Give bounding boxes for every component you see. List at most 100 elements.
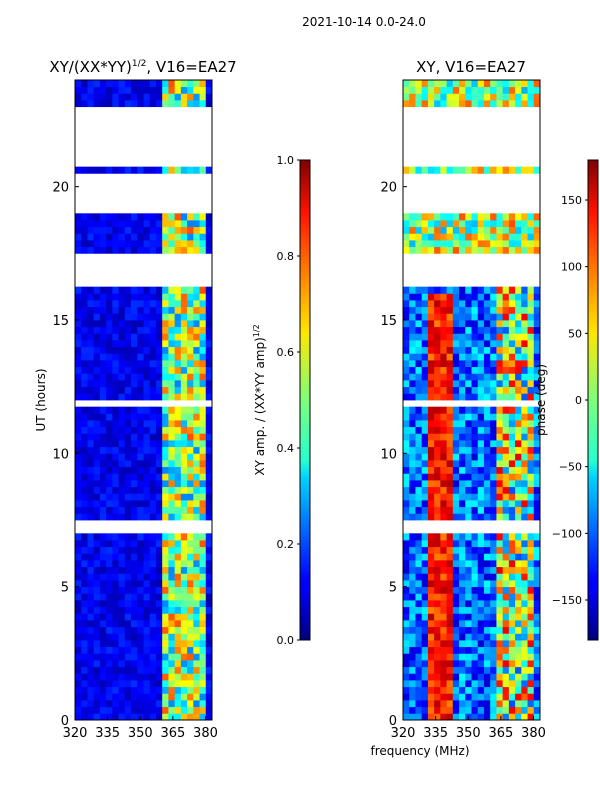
heatmap-cell xyxy=(421,326,429,334)
heatmap-cell xyxy=(187,420,194,428)
heatmap-cell xyxy=(187,100,194,108)
heatmap-cell xyxy=(521,226,528,234)
heatmap-cell xyxy=(502,326,510,334)
heatmap-cell xyxy=(137,246,144,254)
heatmap-cell xyxy=(446,593,454,601)
heatmap-cell xyxy=(149,320,157,328)
heatmap-cell xyxy=(477,586,485,594)
heatmap-cell xyxy=(427,660,435,668)
heatmap-cell xyxy=(415,653,423,661)
heatmap-cell xyxy=(205,320,213,328)
heatmap-cell xyxy=(434,300,441,308)
heatmap-cell xyxy=(440,553,447,561)
heatmap-cell xyxy=(205,500,213,508)
heatmap-cell xyxy=(508,493,516,501)
heatmap-cell xyxy=(149,326,157,334)
heatmap-cell xyxy=(187,500,194,508)
heatmap-cell xyxy=(483,626,491,634)
heatmap-cell xyxy=(477,560,485,568)
heatmap-cell xyxy=(180,680,188,688)
heatmap-cell xyxy=(427,513,435,521)
heatmap-cell xyxy=(483,533,491,541)
heatmap-cell xyxy=(471,366,479,374)
heatmap-cell xyxy=(75,366,82,374)
heatmap-cell xyxy=(403,700,410,708)
heatmap-cell xyxy=(427,380,435,388)
heatmap-cell xyxy=(471,340,479,348)
heatmap-cell xyxy=(434,686,441,694)
heatmap-cell xyxy=(415,460,423,468)
heatmap-cell xyxy=(124,326,132,334)
heatmap-cell xyxy=(143,580,151,588)
heatmap-cell xyxy=(427,420,435,428)
heatmap-cell xyxy=(87,446,95,454)
heatmap-cell xyxy=(527,533,535,541)
heatmap-cell xyxy=(434,100,441,108)
heatmap-cell xyxy=(143,233,151,241)
heatmap-cell xyxy=(483,573,491,581)
heatmap-cell xyxy=(434,293,441,301)
heatmap-cell xyxy=(415,406,423,414)
heatmap-cell xyxy=(527,440,535,448)
heatmap-cell xyxy=(403,560,410,568)
heatmap-cell xyxy=(527,713,535,721)
heatmap-cell xyxy=(112,646,119,654)
heatmap-cell xyxy=(502,693,510,701)
heatmap-cell xyxy=(471,700,479,708)
heatmap-cell xyxy=(446,666,454,674)
heatmap-cell xyxy=(496,373,504,381)
heatmap-cell xyxy=(143,693,151,701)
heatmap-cell xyxy=(508,240,516,248)
heatmap-cell xyxy=(496,500,504,508)
heatmap-cell xyxy=(180,540,188,548)
heatmap-cell xyxy=(527,580,535,588)
heatmap-cell xyxy=(137,313,144,321)
heatmap-cell xyxy=(143,560,151,568)
heatmap-cell xyxy=(527,420,535,428)
heatmap-cell xyxy=(149,653,157,661)
heatmap-cell xyxy=(459,553,466,561)
heatmap-cell xyxy=(180,493,188,501)
heatmap-cell xyxy=(199,493,207,501)
heatmap-cell xyxy=(180,326,188,334)
heatmap-cell xyxy=(527,100,535,108)
heatmap-cell xyxy=(205,240,213,248)
heatmap-cell xyxy=(180,340,188,348)
heatmap-cell xyxy=(174,666,182,674)
heatmap-cell xyxy=(131,446,138,454)
heatmap-cell xyxy=(483,326,491,334)
heatmap-cell xyxy=(162,326,169,334)
heatmap-cell xyxy=(155,560,163,568)
heatmap-cell xyxy=(465,666,472,674)
heatmap-cell xyxy=(180,353,188,361)
heatmap-cell xyxy=(533,80,541,88)
heatmap-cell xyxy=(162,346,169,354)
heatmap-cell xyxy=(99,600,107,608)
heatmap-cell xyxy=(446,426,454,434)
heatmap-cell xyxy=(199,673,207,681)
heatmap-cell xyxy=(162,320,169,328)
heatmap-cell xyxy=(106,506,113,514)
heatmap-cell xyxy=(112,593,119,601)
heatmap-cell xyxy=(527,373,535,381)
heatmap-cell xyxy=(112,660,119,668)
heatmap-cell xyxy=(118,240,126,248)
heatmap-cell xyxy=(409,493,416,501)
heatmap-cell xyxy=(118,673,126,681)
heatmap-cell xyxy=(440,713,447,721)
heatmap-cell xyxy=(149,706,157,714)
heatmap-cell xyxy=(409,413,416,421)
heatmap-cell xyxy=(199,413,207,421)
heatmap-cell xyxy=(490,586,497,594)
heatmap-cell xyxy=(75,473,82,481)
heatmap-cell xyxy=(496,240,504,248)
heatmap-cell xyxy=(99,506,107,514)
heatmap-cell xyxy=(471,533,479,541)
heatmap-cell xyxy=(452,453,460,461)
heatmap-cell xyxy=(106,500,113,508)
heatmap-cell xyxy=(143,360,151,368)
heatmap-cell xyxy=(521,93,528,101)
heatmap-cell xyxy=(180,553,188,561)
heatmap-cell xyxy=(93,380,101,388)
heatmap-cell xyxy=(143,500,151,508)
